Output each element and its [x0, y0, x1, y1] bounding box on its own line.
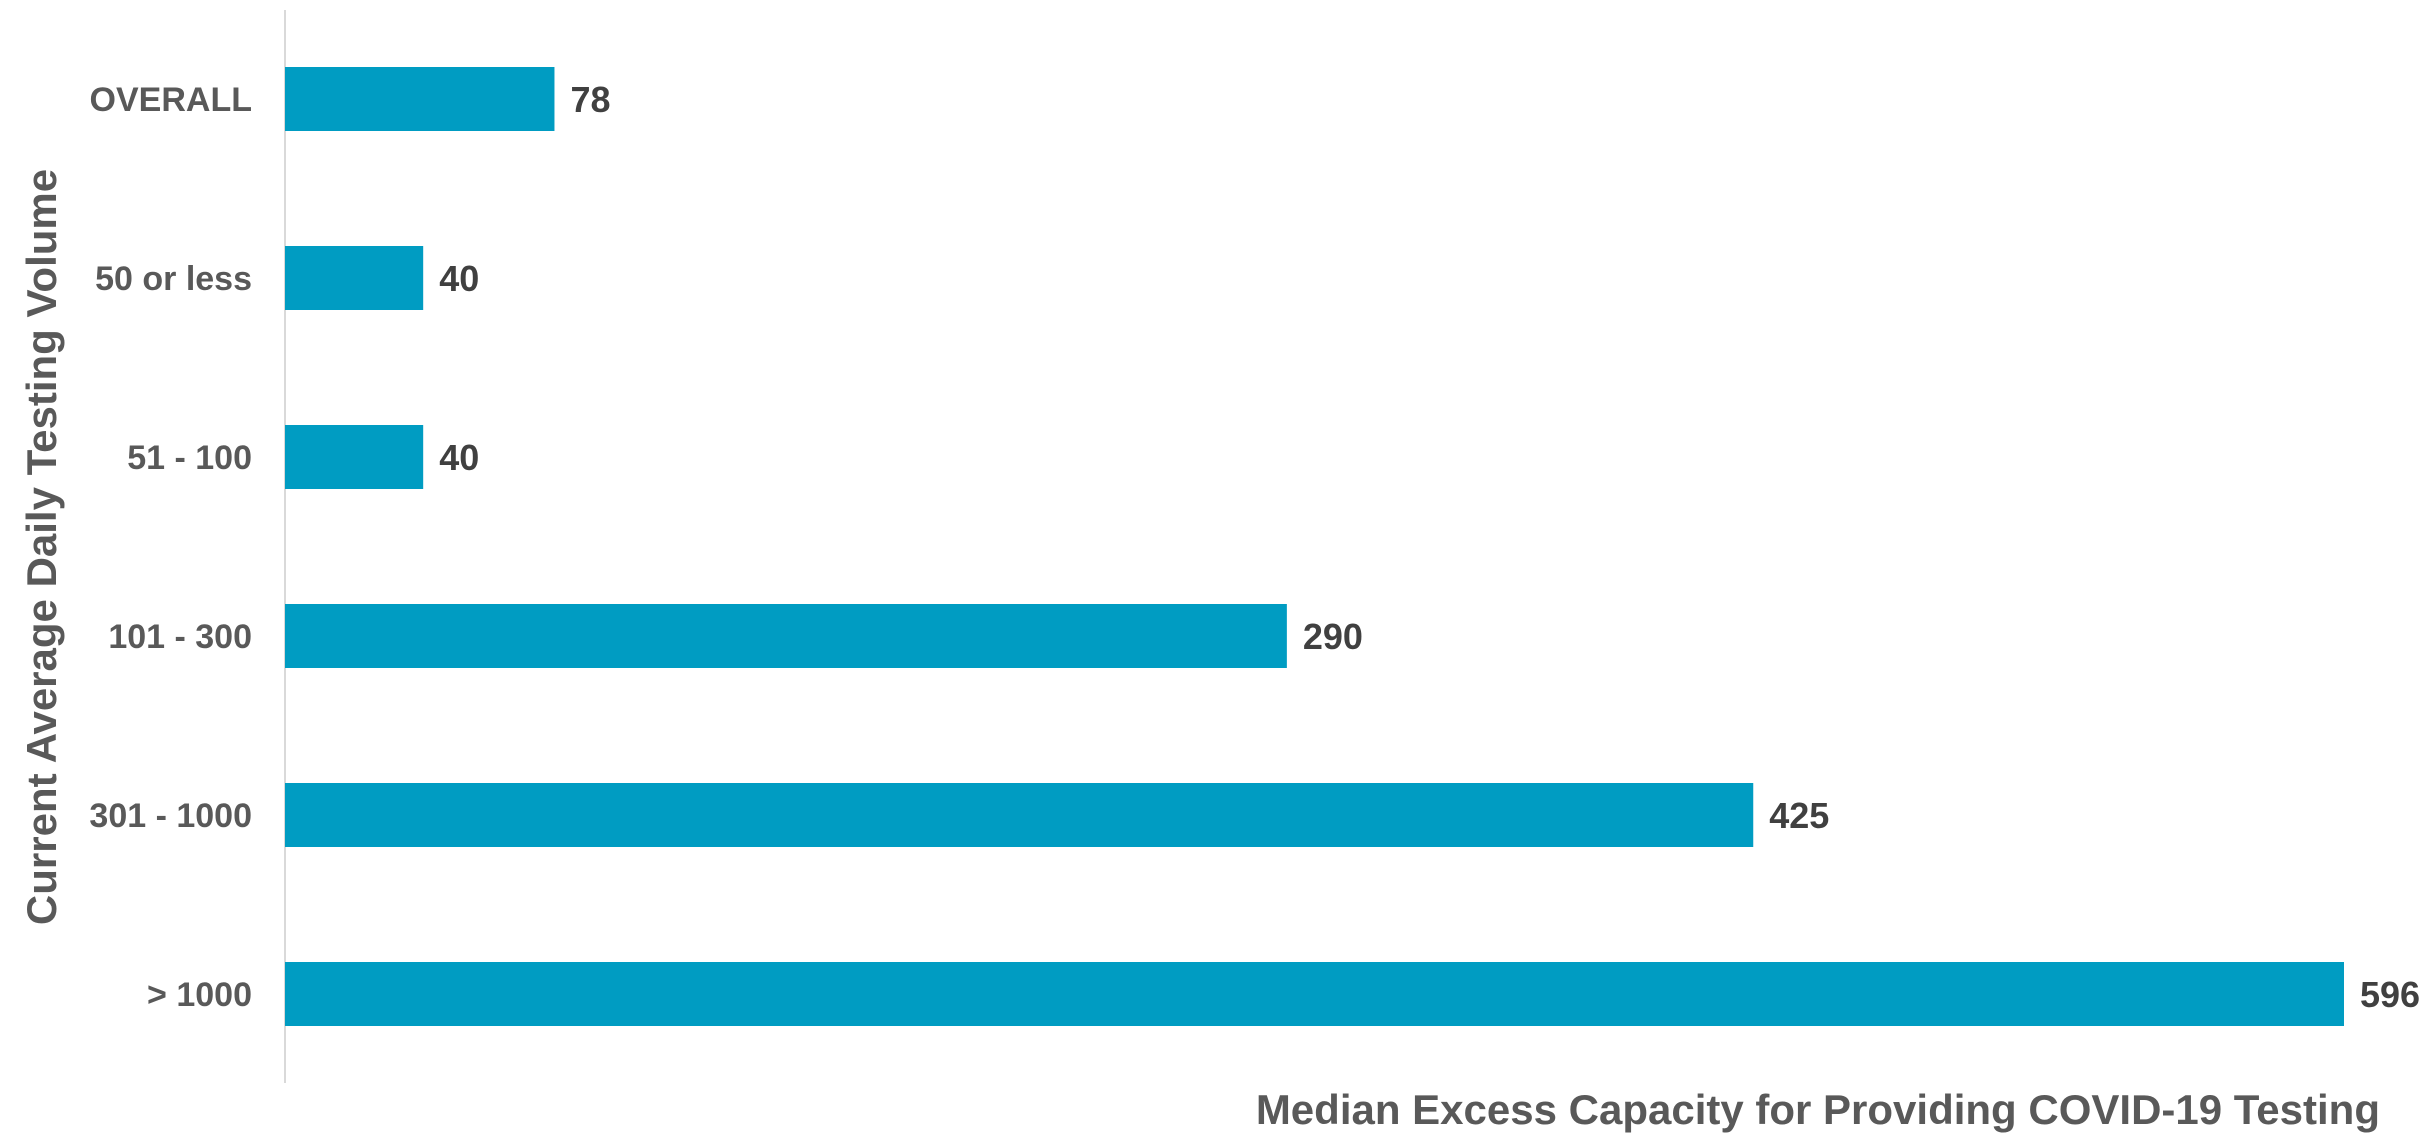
- value-label-51-100: 40: [439, 437, 479, 478]
- category-label-50-or-less: 50 or less: [95, 260, 252, 298]
- bar-101-300: [285, 604, 1287, 668]
- bars-group: [285, 67, 2344, 1026]
- value-labels: 78 40 40 290 425 596: [439, 79, 2420, 1015]
- category-label-51-100: 51 - 100: [127, 439, 252, 477]
- bar-301-1000: [285, 783, 1754, 847]
- category-label-101-300: 101 - 300: [108, 618, 252, 656]
- category-label-overall: OVERALL: [90, 81, 252, 119]
- value-label-50-or-less: 40: [439, 258, 479, 299]
- category-label-1000: > 1000: [147, 976, 252, 1014]
- value-label-overall: 78: [570, 79, 610, 120]
- value-label-301-1000: 425: [1769, 795, 1829, 836]
- bar-51-100: [285, 425, 424, 489]
- value-label-1000: 596: [2360, 974, 2420, 1015]
- value-label-101-300: 290: [1303, 616, 1363, 657]
- bar-50-or-less: [285, 246, 424, 310]
- bar-overall: [285, 67, 555, 131]
- bar-1000: [285, 962, 2344, 1026]
- y-axis-title: Current Average Daily Testing Volume: [18, 169, 65, 925]
- category-labels: OVERALL 50 or less 51 - 100 101 - 300 301 - …: [89, 81, 252, 1014]
- category-label-301-1000: 301 - 1000: [89, 797, 252, 835]
- x-axis-title: Median Excess Capacity for Providing COV…: [1256, 1086, 2380, 1133]
